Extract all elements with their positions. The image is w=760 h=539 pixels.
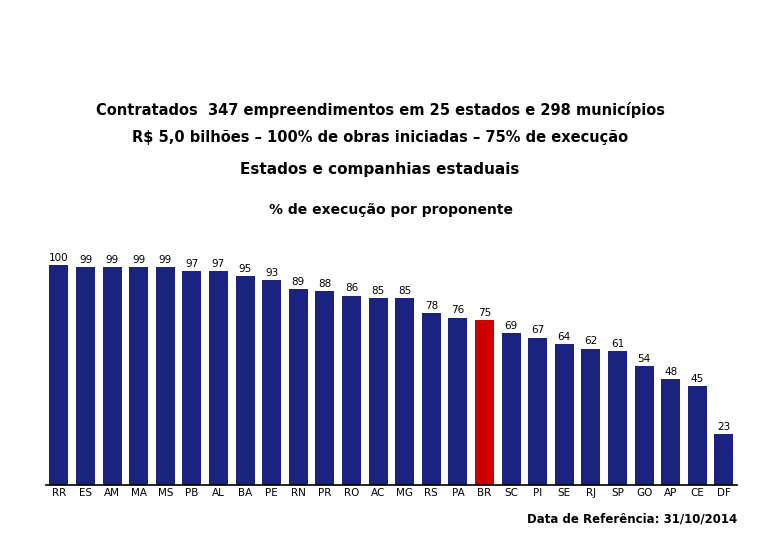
- Text: Data de Referência: 31/10/2014: Data de Referência: 31/10/2014: [527, 513, 737, 526]
- Bar: [369, 298, 388, 485]
- Bar: [395, 298, 414, 485]
- Bar: [156, 267, 175, 485]
- Bar: [315, 291, 334, 485]
- Text: 61: 61: [611, 338, 624, 349]
- Text: 75: 75: [478, 308, 491, 317]
- Bar: [76, 267, 95, 485]
- Bar: [422, 313, 441, 485]
- Bar: [236, 276, 255, 485]
- Text: 88: 88: [318, 279, 331, 289]
- Text: 99: 99: [106, 255, 119, 265]
- Text: 95: 95: [239, 264, 252, 274]
- Text: 97: 97: [185, 259, 198, 269]
- Text: 97: 97: [212, 259, 225, 269]
- Text: 85: 85: [372, 286, 385, 296]
- Bar: [502, 333, 521, 485]
- Text: 78: 78: [425, 301, 438, 311]
- Text: % de execução por proponente: % de execução por proponente: [269, 203, 514, 217]
- Text: R$ 5,0 bilhões – 100% de obras iniciadas – 75% de execução: R$ 5,0 bilhões – 100% de obras iniciadas…: [132, 130, 628, 145]
- Bar: [608, 351, 627, 485]
- Text: 45: 45: [691, 374, 704, 384]
- Bar: [103, 267, 122, 485]
- Text: 93: 93: [265, 268, 278, 278]
- Bar: [635, 366, 654, 485]
- Text: Estados e companhias estaduais: Estados e companhias estaduais: [240, 162, 520, 177]
- Bar: [262, 280, 281, 485]
- Bar: [714, 434, 733, 485]
- Bar: [555, 344, 574, 485]
- Bar: [49, 265, 68, 485]
- Bar: [528, 337, 547, 485]
- Text: 48: 48: [664, 367, 677, 377]
- Bar: [182, 272, 201, 485]
- Text: ÁGUA EM ÁREAS URBANAS – SELEÇÃO 2007/2008: ÁGUA EM ÁREAS URBANAS – SELEÇÃO 2007/200…: [11, 13, 492, 34]
- Text: 76: 76: [451, 306, 464, 315]
- Text: 99: 99: [159, 255, 172, 265]
- Text: 99: 99: [132, 255, 145, 265]
- Text: 23: 23: [717, 422, 730, 432]
- Text: 89: 89: [292, 277, 305, 287]
- Bar: [129, 267, 148, 485]
- Text: 85: 85: [398, 286, 411, 296]
- Text: 99: 99: [79, 255, 92, 265]
- Bar: [661, 379, 680, 485]
- Text: 67: 67: [531, 326, 544, 335]
- Text: 62: 62: [584, 336, 597, 347]
- Text: Contratados  347 empreendimentos em 25 estados e 298 municípios: Contratados 347 empreendimentos em 25 es…: [96, 102, 664, 119]
- Text: 64: 64: [558, 332, 571, 342]
- Bar: [581, 349, 600, 485]
- Bar: [448, 317, 467, 485]
- Bar: [475, 320, 494, 485]
- Text: Municípios com mais de 50 mil hab. – OGU e Financiamento: Municípios com mais de 50 mil hab. – OGU…: [11, 52, 387, 65]
- Bar: [688, 386, 707, 485]
- Bar: [289, 289, 308, 485]
- Text: 86: 86: [345, 284, 358, 293]
- Text: 54: 54: [638, 354, 651, 364]
- Text: 69: 69: [505, 321, 518, 331]
- Bar: [342, 296, 361, 485]
- Bar: [209, 272, 228, 485]
- Text: 100: 100: [49, 253, 68, 262]
